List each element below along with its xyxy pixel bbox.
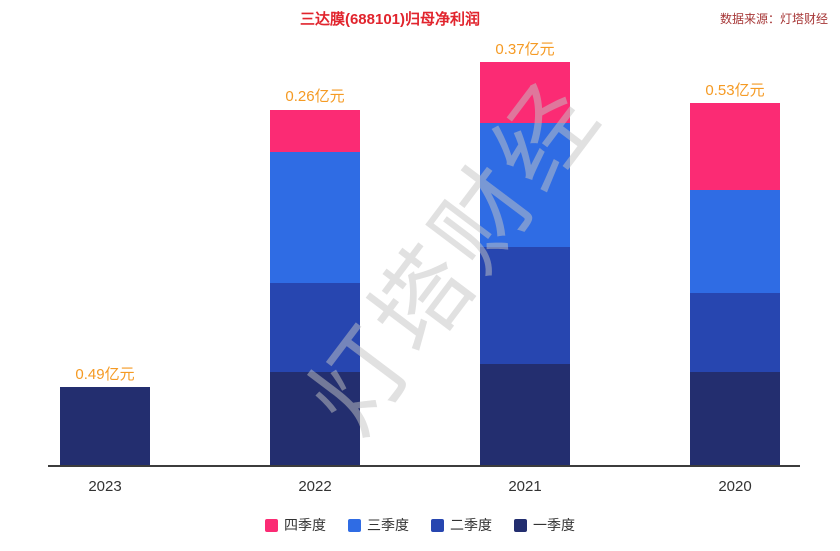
legend-item[interactable]: 一季度 bbox=[514, 515, 575, 535]
bar-segment[interactable] bbox=[270, 109, 360, 153]
value-label: 0.26亿元 bbox=[285, 88, 345, 106]
legend-swatch bbox=[348, 518, 361, 532]
x-axis-label: 2022 bbox=[298, 478, 332, 495]
data-source: 数据来源：灯塔财经 bbox=[719, 12, 828, 26]
value-label: 0.53亿元 bbox=[705, 81, 765, 99]
legend-label: 二季度 bbox=[450, 517, 492, 533]
bar-segment[interactable] bbox=[270, 152, 360, 284]
bar-segment[interactable] bbox=[690, 293, 780, 372]
legend-swatch bbox=[514, 518, 527, 532]
x-axis-label: 2020 bbox=[718, 478, 752, 495]
bar-segment[interactable] bbox=[270, 371, 360, 467]
bar-segment[interactable] bbox=[480, 363, 570, 467]
chart-title: 三达膜(688101)归母净利润 bbox=[299, 11, 481, 28]
x-axis-label: 2021 bbox=[508, 478, 542, 495]
bar-segment[interactable] bbox=[480, 122, 570, 248]
legend-item[interactable]: 二季度 bbox=[431, 515, 492, 535]
bar-segment[interactable] bbox=[480, 61, 570, 123]
legend-swatch bbox=[431, 518, 444, 532]
legend-label: 三季度 bbox=[367, 517, 409, 533]
bar-segment[interactable] bbox=[270, 283, 360, 372]
bar-segment[interactable] bbox=[690, 189, 780, 294]
x-axis-line bbox=[48, 465, 800, 467]
legend: 四季度 三季度 二季度 一季度 bbox=[0, 515, 840, 535]
plot-area: 0.49亿元0.58亿元0.54亿元0.8亿元0.26亿元0.63亿元0.71亿… bbox=[60, 40, 780, 467]
bar-segment[interactable] bbox=[480, 247, 570, 364]
value-label: 0.49亿元 bbox=[75, 365, 135, 383]
bar-segment[interactable] bbox=[690, 102, 780, 190]
legend-item[interactable]: 四季度 bbox=[265, 515, 326, 535]
bar-segment[interactable] bbox=[690, 371, 780, 467]
legend-item[interactable]: 三季度 bbox=[348, 515, 409, 535]
legend-label: 四季度 bbox=[284, 517, 326, 533]
legend-swatch bbox=[265, 518, 278, 532]
bar-segment[interactable] bbox=[60, 386, 150, 467]
legend-label: 一季度 bbox=[533, 517, 575, 533]
value-label: 0.37亿元 bbox=[495, 40, 555, 58]
x-axis-label: 2023 bbox=[88, 478, 122, 495]
